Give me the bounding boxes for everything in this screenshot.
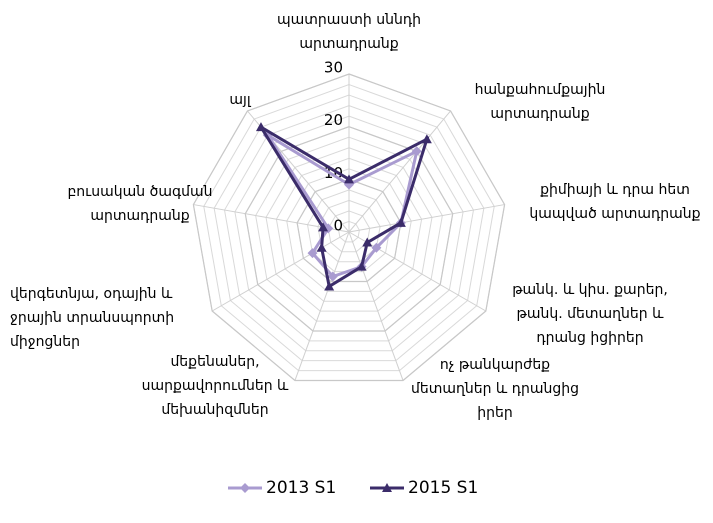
category-label: վերգետնյա, օդային և: [10, 286, 173, 302]
marker: [362, 237, 373, 247]
category-label: ոչ թանկարժեք: [440, 357, 550, 373]
marker: [344, 174, 354, 184]
spoke: [348, 231, 404, 381]
category-label: ջրային տրանսպորտի: [10, 310, 174, 326]
minor-grid-ring: [223, 105, 475, 352]
category-label: կապված արտադրանք: [529, 206, 700, 222]
category-label: արտադրանք: [299, 36, 398, 52]
marker: [395, 217, 406, 227]
category-label: թանկ. մետաղներ և: [517, 306, 665, 322]
category-label: արտադրանք: [490, 106, 589, 122]
minor-grid-ring: [255, 136, 443, 322]
minor-grid-ring: [213, 94, 485, 362]
legend-label: 2013 S1: [266, 478, 336, 498]
spoke: [348, 110, 451, 233]
grid-ring: [192, 73, 506, 382]
marker: [307, 248, 318, 259]
spoke: [211, 231, 350, 312]
category-label: այլ: [229, 92, 251, 108]
marker: [316, 242, 327, 252]
category-label: բուսական ծագման: [67, 184, 212, 200]
legend-marker: [240, 483, 250, 493]
minor-grid-ring: [265, 147, 433, 312]
marker: [356, 261, 367, 271]
category-label: հանքահումքային: [475, 82, 606, 98]
spoke: [294, 231, 350, 381]
minor-grid-ring: [338, 220, 360, 243]
marker: [324, 281, 335, 291]
category-label: պատրաստի սննդի: [277, 12, 421, 28]
tick-label: 0: [333, 217, 343, 235]
category-label: արտադրանք: [90, 208, 189, 224]
marker: [255, 122, 266, 132]
legend-marker: [382, 483, 392, 492]
minor-grid-ring: [234, 115, 464, 342]
marker: [371, 242, 382, 253]
category-label: մեխանիզմներ: [161, 402, 268, 418]
series-line: [266, 133, 419, 279]
grid-ring: [244, 126, 454, 332]
marker: [411, 146, 422, 157]
spoke: [348, 204, 505, 233]
category-label: քիմիայի և դրա հետ: [540, 182, 690, 198]
spoke: [348, 231, 487, 312]
grid-ring: [296, 178, 402, 283]
minor-grid-ring: [327, 210, 371, 253]
minor-grid-ring: [203, 84, 495, 372]
marker: [421, 134, 432, 144]
minor-grid-ring: [286, 168, 412, 292]
category-label: դրանց իցիրեր: [536, 330, 643, 346]
category-label: թանկ. և կիս. քարեր,: [512, 282, 668, 298]
series-line: [259, 125, 430, 289]
marker: [318, 222, 329, 232]
category-label: մեքենաներ,: [170, 354, 259, 370]
category-label: միջոցներ: [10, 334, 80, 350]
marker: [327, 271, 338, 282]
tick-label: 20: [324, 111, 343, 129]
tick-label: 30: [324, 59, 343, 77]
category-label: իրեր: [477, 405, 513, 421]
category-label: մետաղներ և դրանցից: [411, 381, 579, 397]
legend-label: 2015 S1: [408, 478, 478, 498]
minor-grid-ring: [317, 199, 381, 263]
category-label: սարքավորումներ և: [142, 378, 289, 394]
